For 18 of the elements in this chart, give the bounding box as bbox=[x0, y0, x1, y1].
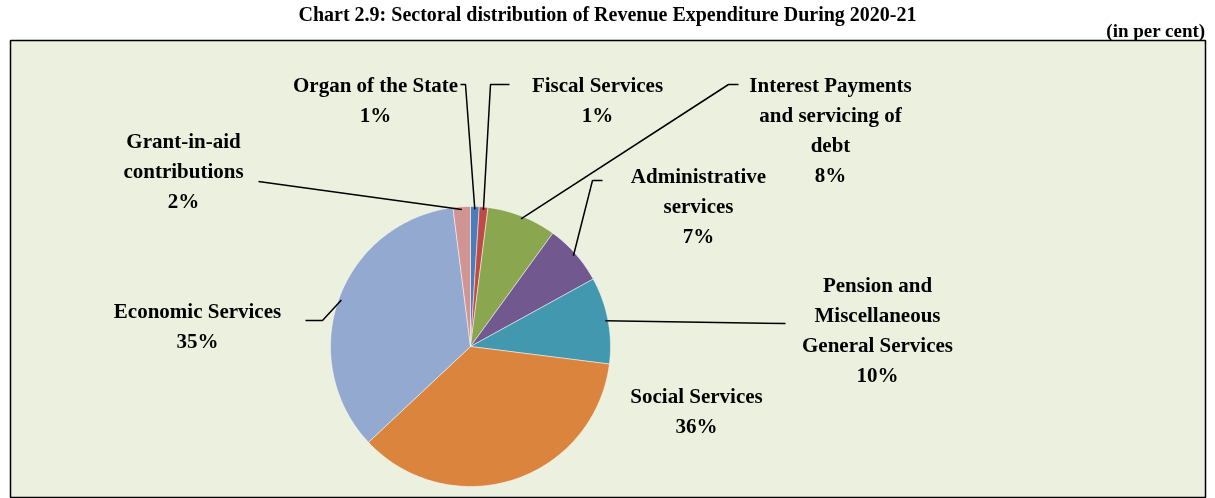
slice-label: Fiscal Services bbox=[531, 72, 664, 97]
data-label: 1% bbox=[581, 102, 614, 127]
slice-label: Social Services bbox=[630, 383, 763, 408]
slice-label: Pension and Miscellaneous General Services bbox=[801, 272, 954, 357]
slice-label: Grant-in-aid contributions bbox=[123, 128, 244, 183]
data-label: 36% bbox=[675, 413, 718, 438]
data-label: 8% bbox=[814, 162, 847, 187]
slice-label: Organ of the State bbox=[292, 72, 459, 97]
chart-title: Chart 2.9: Sectoral distribution of Revenue Expenditure During 2020-21 bbox=[298, 2, 917, 26]
data-label: 7% bbox=[682, 223, 715, 248]
data-label: 1% bbox=[359, 102, 392, 127]
slice-label: Interest Payments and servicing of debt bbox=[749, 72, 912, 157]
slice-label: Economic Services bbox=[113, 298, 282, 323]
slice-label: Administrative services bbox=[630, 163, 767, 218]
text: (in per cent) bbox=[1106, 19, 1206, 42]
data-label: 2% bbox=[167, 188, 200, 213]
data-label: 10% bbox=[856, 362, 899, 387]
data-label: 35% bbox=[176, 328, 219, 353]
